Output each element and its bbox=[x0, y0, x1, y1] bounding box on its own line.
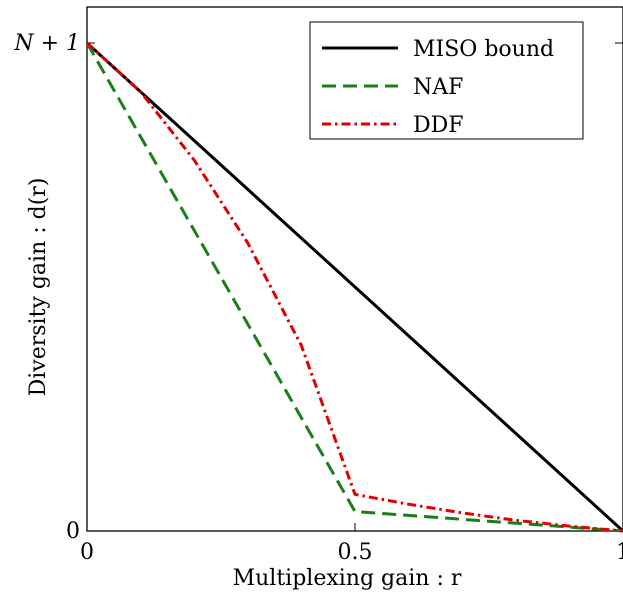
legend: MISO bound NAF DDF bbox=[309, 21, 584, 140]
series-line-miso-bound bbox=[85, 41, 623, 533]
x-axis-label: Multiplexing gain : r bbox=[233, 566, 462, 591]
y-tick-label: N + 1 bbox=[13, 31, 80, 56]
legend-box bbox=[309, 21, 584, 140]
legend-label: DDF bbox=[413, 113, 464, 138]
series-line-naf bbox=[85, 42, 623, 533]
series bbox=[85, 41, 623, 533]
legend-label: NAF bbox=[413, 75, 463, 100]
x-tick-label: 1 bbox=[616, 540, 623, 565]
x-tick-label: 0 bbox=[80, 540, 94, 565]
series-line-ddf bbox=[85, 41, 623, 533]
y-tick-label: 0 bbox=[66, 519, 80, 544]
y-axis-label: Diversity gain : d(r) bbox=[26, 178, 51, 397]
x-tick-label: 0.5 bbox=[338, 540, 373, 565]
legend-label: MISO bound bbox=[413, 37, 554, 62]
